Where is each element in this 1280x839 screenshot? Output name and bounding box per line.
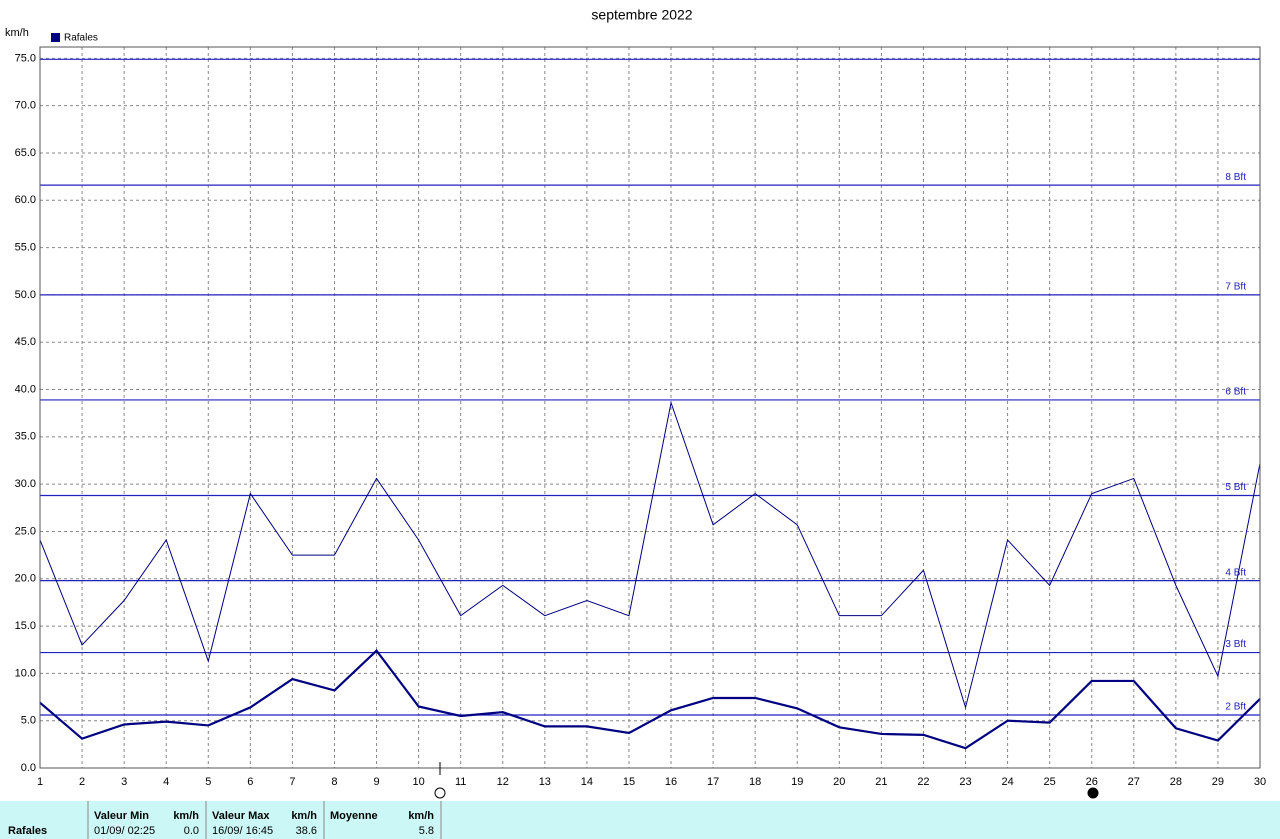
legend-swatch	[51, 33, 60, 42]
chart-title: septembre 2022	[591, 7, 692, 23]
y-tick-label: 60.0	[15, 194, 36, 206]
x-tick-label: 22	[917, 776, 929, 788]
x-tick-label: 28	[1170, 776, 1182, 788]
x-tick-label: 1	[37, 776, 43, 788]
table-row-label: Rafales	[8, 825, 47, 837]
y-tick-label: 55.0	[15, 241, 36, 253]
table-header: Moyenne	[330, 810, 378, 822]
summary-table: Rafales Valeur Min km/h 01/09/ 02:25 0.0…	[0, 801, 1280, 839]
series-line	[39, 400, 1261, 710]
x-tick-label: 30	[1254, 776, 1266, 788]
legend-label: Rafales	[64, 33, 98, 44]
x-tick-label: 24	[1001, 776, 1013, 788]
y-tick-label: 70.0	[15, 100, 36, 112]
x-tick-label: 5	[205, 776, 211, 788]
x-tick-label: 3	[121, 776, 127, 788]
moon-new	[1087, 787, 1099, 799]
plot-frame	[39, 46, 1261, 769]
y-tick-label: 25.0	[15, 525, 36, 537]
y-tick-label: 65.0	[15, 147, 36, 159]
x-tick-label: 4	[163, 776, 169, 788]
x-tick-label: 20	[833, 776, 845, 788]
x-tick-label: 25	[1044, 776, 1056, 788]
beaufort-label: 3 Bft	[1225, 639, 1246, 650]
plot: 0.0 5.0 10.0 15.0 20.0 25.0 30.0 35.0 40.0 45.0 50…	[15, 47, 1266, 788]
table-header: Valeur Max	[212, 810, 270, 822]
y-unit: km/h	[5, 27, 29, 39]
x-tick-label: 23	[959, 776, 971, 788]
x-tick-label: 17	[707, 776, 719, 788]
table-header: Valeur Min	[94, 810, 149, 822]
x-tick-label: 14	[581, 776, 593, 788]
y-tick-label: 0.0	[21, 762, 36, 774]
table-unit: km/h	[173, 810, 199, 822]
x-tick-label: 8	[331, 776, 337, 788]
y-tick-label: 50.0	[15, 289, 36, 301]
x-tick-label: 18	[749, 776, 761, 788]
table-bg	[0, 801, 1280, 839]
table-value: 38.6	[296, 825, 317, 837]
x-tick-label: 11	[455, 776, 466, 788]
y-tick-label: 45.0	[15, 336, 36, 348]
x-tick-label: 9	[373, 776, 379, 788]
y-tick-label: 35.0	[15, 431, 36, 443]
series-line	[39, 649, 1261, 750]
y-tick-label: 75.0	[15, 52, 36, 64]
x-tick-label: 21	[875, 776, 887, 788]
table-value: 5.8	[419, 825, 434, 837]
y-tick-label: 10.0	[15, 667, 36, 679]
beaufort-label: 6 Bft	[1225, 387, 1246, 398]
table-value: 0.0	[184, 825, 199, 837]
beaufort-label: 8 Bft	[1225, 172, 1246, 183]
beaufort-label: 5 Bft	[1225, 482, 1246, 493]
x-tick-label: 13	[539, 776, 551, 788]
y-tick-label: 15.0	[15, 620, 36, 632]
x-tick-label: 10	[412, 776, 424, 788]
x-tick-label: 27	[1128, 776, 1140, 788]
y-tick-label: 20.0	[15, 573, 36, 585]
y-tick-label: 5.0	[21, 715, 36, 727]
x-tick-label: 16	[665, 776, 677, 788]
x-tick-label: 19	[791, 776, 803, 788]
table-date: 01/09/ 02:25	[94, 825, 155, 837]
beaufort-label: 7 Bft	[1225, 282, 1246, 293]
x-tick-label: 12	[497, 776, 509, 788]
x-tick-label: 6	[247, 776, 253, 788]
y-tick-label: 30.0	[15, 478, 36, 490]
beaufort-label: 2 Bft	[1225, 702, 1246, 713]
x-tick-label: 26	[1086, 776, 1098, 788]
x-tick-label: 2	[79, 776, 85, 788]
table-unit: km/h	[408, 810, 434, 822]
beaufort-label: 4 Bft	[1225, 567, 1246, 578]
table-date: 16/09/ 16:45	[212, 825, 273, 837]
x-tick-label: 15	[623, 776, 635, 788]
x-tick-label: 7	[289, 776, 295, 788]
moon-full	[434, 787, 446, 799]
table-unit: km/h	[291, 810, 317, 822]
y-tick-label: 40.0	[15, 383, 36, 395]
x-tick-label: 29	[1212, 776, 1224, 788]
